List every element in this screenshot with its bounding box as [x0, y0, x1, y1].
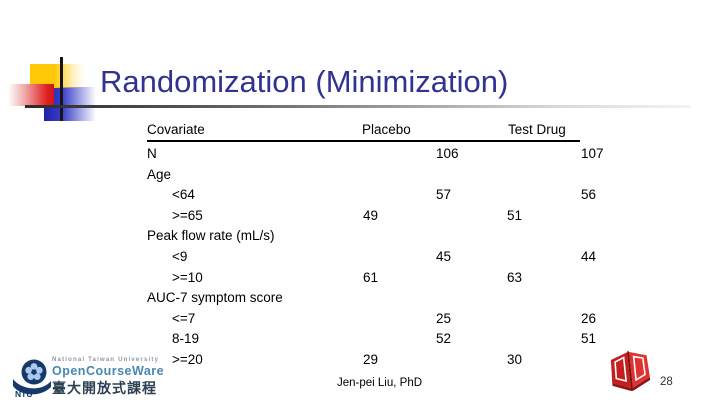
- decoration-vertical-line: [60, 57, 63, 121]
- testdrug-right-value: 51: [581, 331, 597, 347]
- placebo-right-value: 57: [436, 187, 452, 203]
- testdrug-left-value: 63: [507, 269, 523, 285]
- testdrug-right-value: 44: [581, 248, 597, 264]
- decoration-red-square: [8, 84, 54, 106]
- table-row: <64 57 56: [147, 185, 596, 206]
- testdrug-right-value: 107: [581, 146, 604, 161]
- table-body: N 106 107 Age <64 57 56 >=65 49 51 Peak …: [147, 144, 604, 371]
- row-label: <9: [172, 248, 188, 264]
- table-header-row: Covariate Placebo Test Drug: [147, 122, 580, 142]
- title-divider-line: [25, 105, 691, 108]
- placebo-right-value: 106: [436, 146, 459, 161]
- column-header-test-drug: Test Drug: [508, 122, 566, 137]
- placebo-right-value: 52: [436, 331, 452, 347]
- table-row: AUC-7 symptom score: [147, 288, 580, 309]
- testdrug-left-value: 51: [507, 207, 523, 223]
- ntu-emblem-text: NTU: [15, 389, 32, 399]
- logo-chinese-text: 臺大開放式課程: [52, 380, 157, 396]
- row-label: >=10: [172, 269, 203, 285]
- testdrug-left-value: 30: [507, 351, 523, 367]
- ntu-ocw-logo: NTU National Taiwan University OpenCours…: [12, 355, 165, 401]
- table-row: >=65 49 51: [147, 206, 580, 227]
- table-row: Age: [147, 165, 580, 186]
- table-row: >=20 29 30: [147, 350, 580, 371]
- placebo-left-value: 61: [363, 269, 379, 285]
- row-label: Age: [147, 166, 172, 182]
- row-label: N: [147, 146, 157, 161]
- table-row: 8-19 52 51: [147, 329, 596, 350]
- table-row: <9 45 44: [147, 247, 596, 268]
- testdrug-right-value: 56: [581, 187, 597, 203]
- ntu-emblem-icon: NTU: [13, 359, 51, 399]
- placebo-left-value: 29: [363, 351, 379, 367]
- page-number: 28: [660, 376, 673, 388]
- logo-university-text: National Taiwan University: [52, 357, 160, 363]
- row-label: Peak flow rate (mL/s): [147, 228, 275, 244]
- row-label: 8-19: [172, 331, 200, 347]
- footer-author: Jen-pei Liu, PhD: [337, 377, 423, 389]
- placebo-right-value: 25: [436, 310, 452, 326]
- slide-title: Randomization (Minimization): [100, 64, 509, 99]
- covariate-table: Covariate Placebo Test Drug N 106 107 Ag…: [147, 122, 604, 371]
- table-row: Peak flow rate (mL/s): [147, 226, 580, 247]
- row-label: >=20: [172, 351, 203, 367]
- row-label: <64: [172, 187, 195, 203]
- placebo-right-value: 45: [436, 248, 452, 264]
- table-row: >=10 61 63: [147, 268, 580, 289]
- placebo-left-value: 49: [363, 207, 379, 223]
- row-label: <=7: [172, 310, 196, 326]
- logo-ocw-text: OpenCourseWare: [52, 364, 165, 378]
- testdrug-right-value: 26: [581, 310, 597, 326]
- table-row: N 106 107: [147, 144, 604, 165]
- row-label: >=65: [172, 207, 203, 223]
- column-header-covariate: Covariate: [147, 122, 205, 137]
- open-book-icon: [610, 350, 651, 391]
- column-header-placebo: Placebo: [362, 122, 411, 137]
- table-row: <=7 25 26: [147, 309, 596, 330]
- row-label: AUC-7 symptom score: [147, 290, 283, 306]
